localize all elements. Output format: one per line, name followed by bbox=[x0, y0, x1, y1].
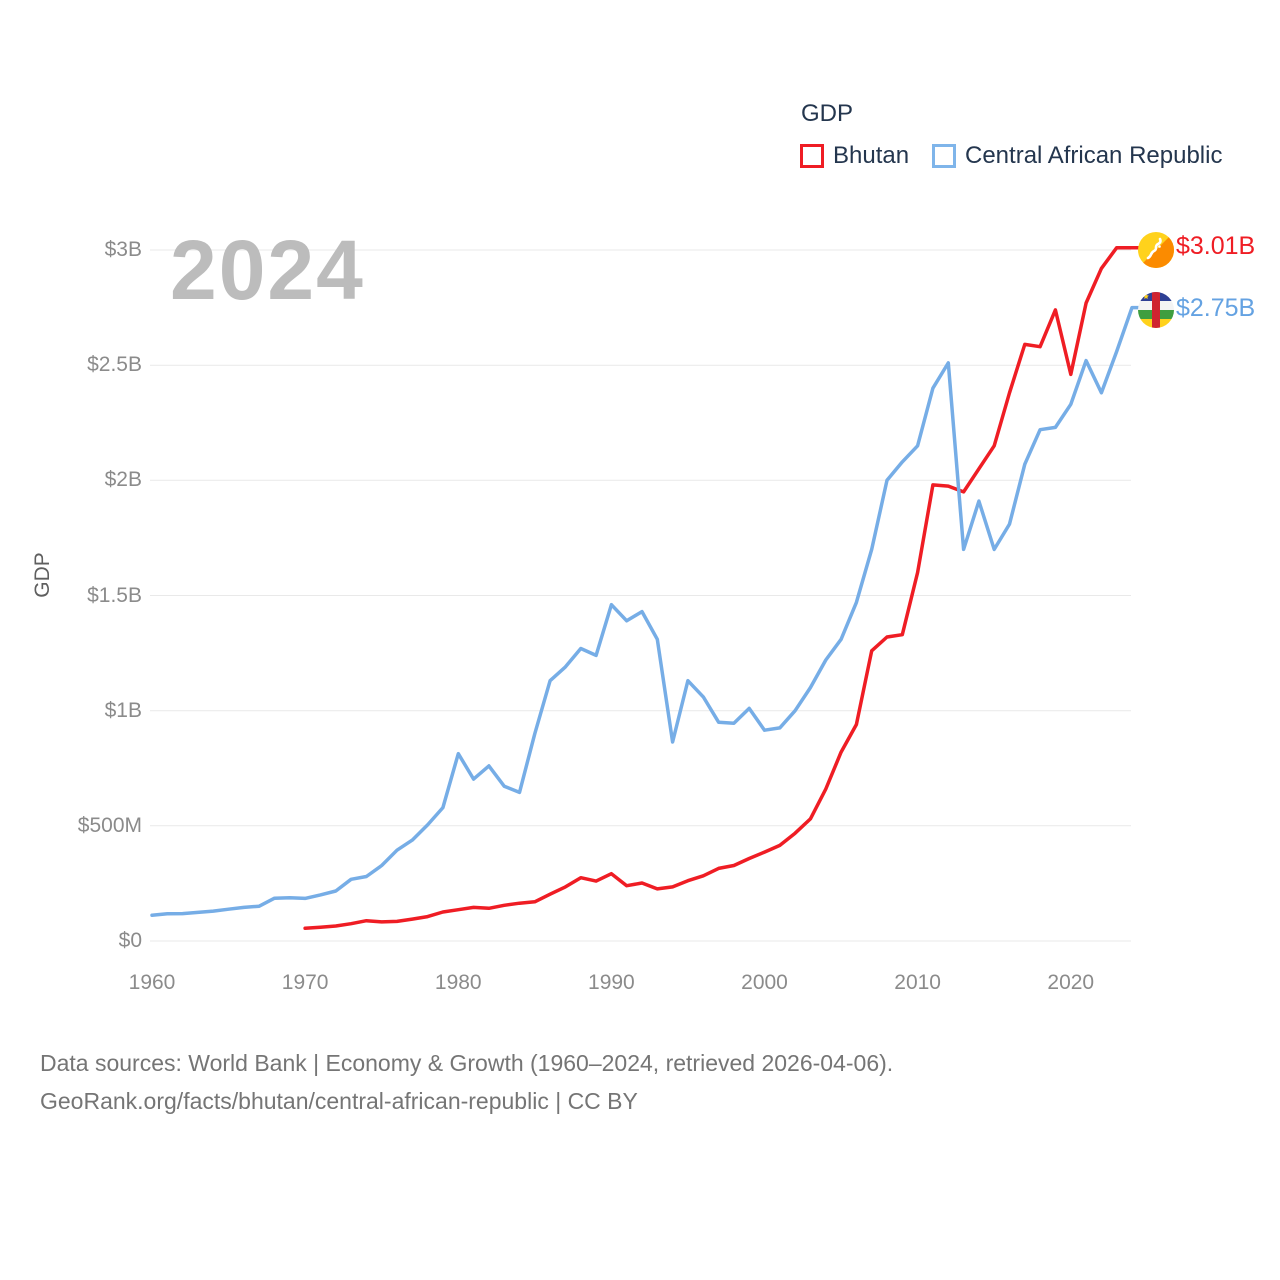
series-line-central-african-republic bbox=[150, 305, 1142, 917]
y-tick-label: $1.5B bbox=[87, 583, 142, 607]
x-tick-label: 1970 bbox=[281, 971, 329, 994]
bhutan-flag-icon bbox=[1138, 232, 1174, 268]
x-tick-label: 2010 bbox=[894, 971, 941, 994]
year-watermark: 2024 bbox=[170, 223, 365, 317]
attribution-text: GeoRank.org/facts/bhutan/central-african… bbox=[40, 1088, 638, 1114]
bhutan-legend-swatch bbox=[800, 144, 824, 168]
x-tick-label: 2000 bbox=[741, 971, 788, 994]
central-african-republic-legend-swatch bbox=[932, 144, 956, 168]
y-tick-label: $1B bbox=[104, 698, 142, 722]
y-tick-label: $0 bbox=[118, 929, 142, 952]
series-line-bhutan bbox=[303, 245, 1142, 931]
central-african-republic-value-label: $2.75B bbox=[1176, 294, 1256, 322]
y-tick-label: $2.5B bbox=[87, 353, 142, 377]
bhutan-value-label: $3.01B bbox=[1176, 232, 1256, 260]
central-african-republic-flag-icon bbox=[1138, 292, 1174, 328]
data-sources-text: Data sources: World Bank | Economy & Gro… bbox=[40, 1050, 894, 1076]
central-african-republic-legend-label: Central African Republic bbox=[965, 142, 1223, 169]
y-tick-label: $500M bbox=[77, 813, 142, 837]
y-tick-label: $3B bbox=[104, 238, 142, 261]
bhutan-legend-label: Bhutan bbox=[833, 142, 910, 169]
x-tick-label: 1980 bbox=[434, 971, 482, 994]
x-tick-label: 1990 bbox=[588, 971, 635, 994]
legend-item-bhutan[interactable]: Bhutan bbox=[800, 142, 910, 169]
x-tick-label: 1960 bbox=[128, 971, 176, 994]
y-tick-label: $2B bbox=[104, 468, 142, 492]
x-tick-label: 2020 bbox=[1047, 971, 1095, 994]
legend-item-central-african-republic[interactable]: Central African Republic bbox=[932, 142, 1223, 169]
legend-title: GDP bbox=[801, 100, 854, 127]
